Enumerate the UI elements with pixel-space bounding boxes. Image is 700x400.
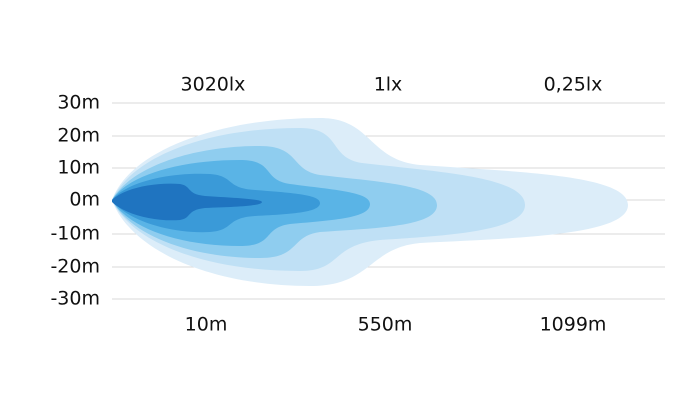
lux-label: 1lx: [374, 74, 403, 96]
y-label: 30m: [57, 92, 100, 114]
lux-label: 0,25lx: [544, 74, 603, 96]
lux-label: 3020lx: [181, 74, 246, 96]
beam-contours: [112, 118, 628, 286]
distance-label: 1099m: [540, 314, 607, 336]
top-labels: 3020lx 1lx 0,25lx: [181, 74, 603, 96]
contour-core: [112, 183, 262, 221]
y-label: 20m: [57, 125, 100, 147]
y-label: -10m: [50, 223, 100, 245]
y-label: 10m: [57, 157, 100, 179]
distance-label: 10m: [185, 314, 228, 336]
y-label: -30m: [50, 288, 100, 310]
y-label: 0m: [69, 189, 100, 211]
y-label: -20m: [50, 256, 100, 278]
bottom-labels: 10m 550m 1099m: [185, 314, 607, 336]
distance-label: 550m: [358, 314, 413, 336]
y-labels: 30m 20m 10m 0m -10m -20m -30m: [50, 92, 100, 310]
